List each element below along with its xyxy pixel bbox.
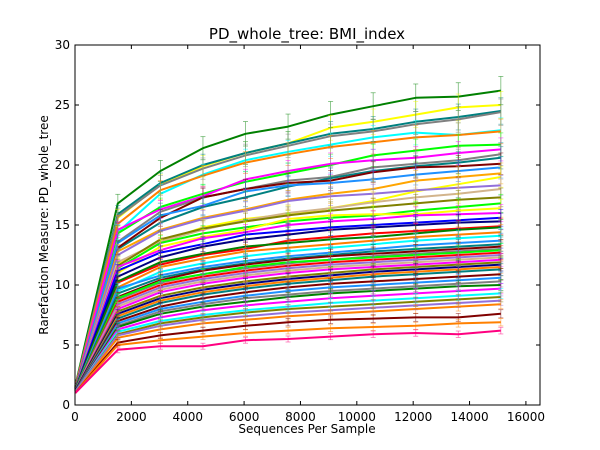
x-tick-label: 12000	[394, 410, 432, 424]
y-axis-label: Rarefaction Measure: PD_whole_tree	[37, 115, 51, 334]
x-tick-label: 4000	[172, 410, 203, 424]
x-tick-label: 14000	[450, 410, 488, 424]
x-axis-label: Sequences Per Sample	[238, 422, 375, 436]
x-tick-label: 2000	[116, 410, 147, 424]
y-axis-ticks: 0 5 10 15 20 25 30	[55, 38, 540, 412]
errorbar-layer	[115, 76, 504, 354]
y-tick-label: 5	[62, 338, 70, 352]
x-axis-ticks: 0 2000 4000 6000 8000 10000 12000 14000 16000	[71, 45, 545, 424]
y-tick-label: 30	[55, 38, 70, 52]
x-tick-label: 0	[71, 410, 79, 424]
x-tick-label: 8000	[285, 410, 316, 424]
y-tick-label: 25	[55, 98, 70, 112]
y-tick-label: 0	[62, 398, 70, 412]
y-tick-label: 10	[55, 278, 70, 292]
chart-title: PD_whole_tree: BMI_index	[209, 25, 405, 44]
x-tick-label: 6000	[229, 410, 260, 424]
y-tick-label: 15	[55, 218, 70, 232]
x-tick-label: 10000	[338, 410, 376, 424]
x-tick-label: 16000	[507, 410, 545, 424]
y-tick-label: 20	[55, 158, 70, 172]
